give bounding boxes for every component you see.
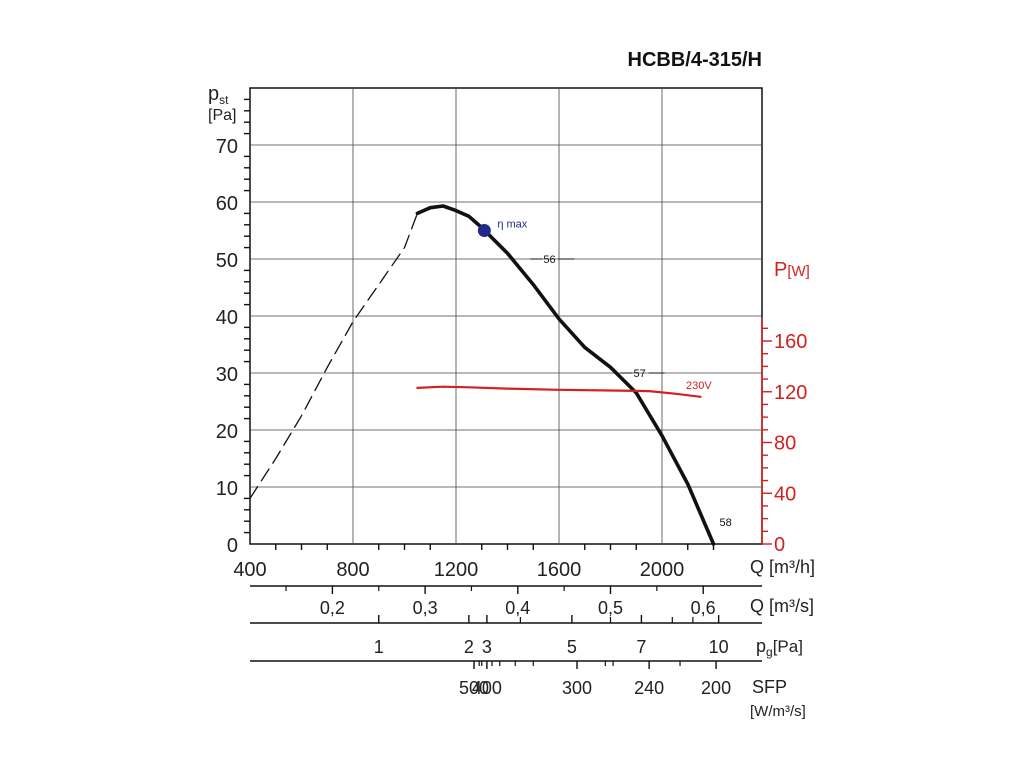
annotation-layer: η max 56 57 58 230V	[477, 219, 732, 529]
x-tick-label: 2000	[640, 559, 685, 581]
m3s-tick-label: 0,6	[691, 598, 716, 618]
bottom-scales: 0,2 0,3 0,4 0,5 0,6 Q [m³/s] 1 2 3 5 7 10 pg[Pa] 5004…	[250, 585, 814, 720]
y2-tick-label: 80	[774, 433, 796, 455]
y2-axis-unit: [W]	[787, 263, 810, 280]
pg-unit-label: pg[Pa]	[756, 636, 803, 659]
pg-tick-label: 10	[709, 637, 729, 657]
grid	[249, 87, 763, 545]
y-tick-label: 0	[227, 535, 238, 557]
efficiency-label: 56	[543, 254, 555, 266]
pg-unit-label-sub: g	[766, 645, 773, 659]
pg-tick-label: 1	[374, 637, 384, 657]
y-tick-label: 60	[216, 193, 238, 215]
x-tick-label: 1200	[434, 559, 479, 581]
sfp-tick-label: 240	[634, 678, 664, 698]
x-axis-unit-label: Q [m³/h]	[750, 557, 815, 577]
y2-tick-label: 120	[774, 382, 807, 404]
y2-tick-label: 40	[774, 483, 796, 505]
y-tick-label: 20	[216, 421, 238, 443]
y-axis-unit: [Pa]	[208, 107, 236, 124]
series-230v	[416, 385, 702, 398]
sfp-tick-label: 300	[562, 678, 592, 698]
pg-tick-label: 7	[636, 637, 646, 657]
x-tick-label: 800	[336, 559, 369, 581]
y2-tick-label: 160	[774, 331, 807, 353]
sfp-unit-label: [W/m³/s]	[750, 703, 806, 720]
sfp-tick-label: 200	[701, 678, 731, 698]
m3s-tick-label: 0,5	[598, 598, 623, 618]
m3s-tick-label: 0,3	[413, 598, 438, 618]
m3s-tick-label: 0,4	[505, 598, 530, 618]
annotation-label: 58	[720, 517, 732, 529]
y-axis-label-sub: st	[219, 93, 229, 107]
series-pst-outside-operating-range-	[249, 212, 419, 500]
y-tick-label: 50	[216, 250, 238, 272]
y2-axis-label: P[W]	[774, 259, 810, 281]
pg-tick-label: 2	[464, 637, 474, 657]
y-tick-label: 40	[216, 307, 238, 329]
sfp-tick-label: 500	[459, 678, 489, 698]
m3s-tick-label: 0,2	[320, 598, 345, 618]
y-tick-label: 30	[216, 364, 238, 386]
chart-title: HCBB/4-315/H	[628, 49, 762, 71]
y-axis-label: pst	[208, 83, 229, 107]
pg-tick-label: 5	[567, 637, 577, 657]
y2-tick-label: 0	[774, 534, 785, 556]
sfp-label: SFP	[752, 677, 787, 697]
series-pst	[415, 204, 716, 546]
pg-unit-label-unit: [Pa]	[773, 637, 803, 656]
x-tick-label: 400	[233, 559, 266, 581]
x-tick-label: 1600	[537, 559, 582, 581]
eta-max-dot	[477, 224, 491, 237]
efficiency-label: 57	[634, 368, 646, 380]
annotation-label: 230V	[686, 380, 712, 392]
m3s-unit-label: Q [m³/s]	[750, 596, 814, 616]
y-tick-label: 10	[216, 478, 238, 500]
eta-max-label: η max	[497, 219, 527, 231]
y-tick-label: 70	[216, 136, 238, 158]
sfp-tick-label: 400	[472, 678, 502, 698]
series-layer	[249, 204, 716, 546]
pg-tick-label: 3	[482, 637, 492, 657]
